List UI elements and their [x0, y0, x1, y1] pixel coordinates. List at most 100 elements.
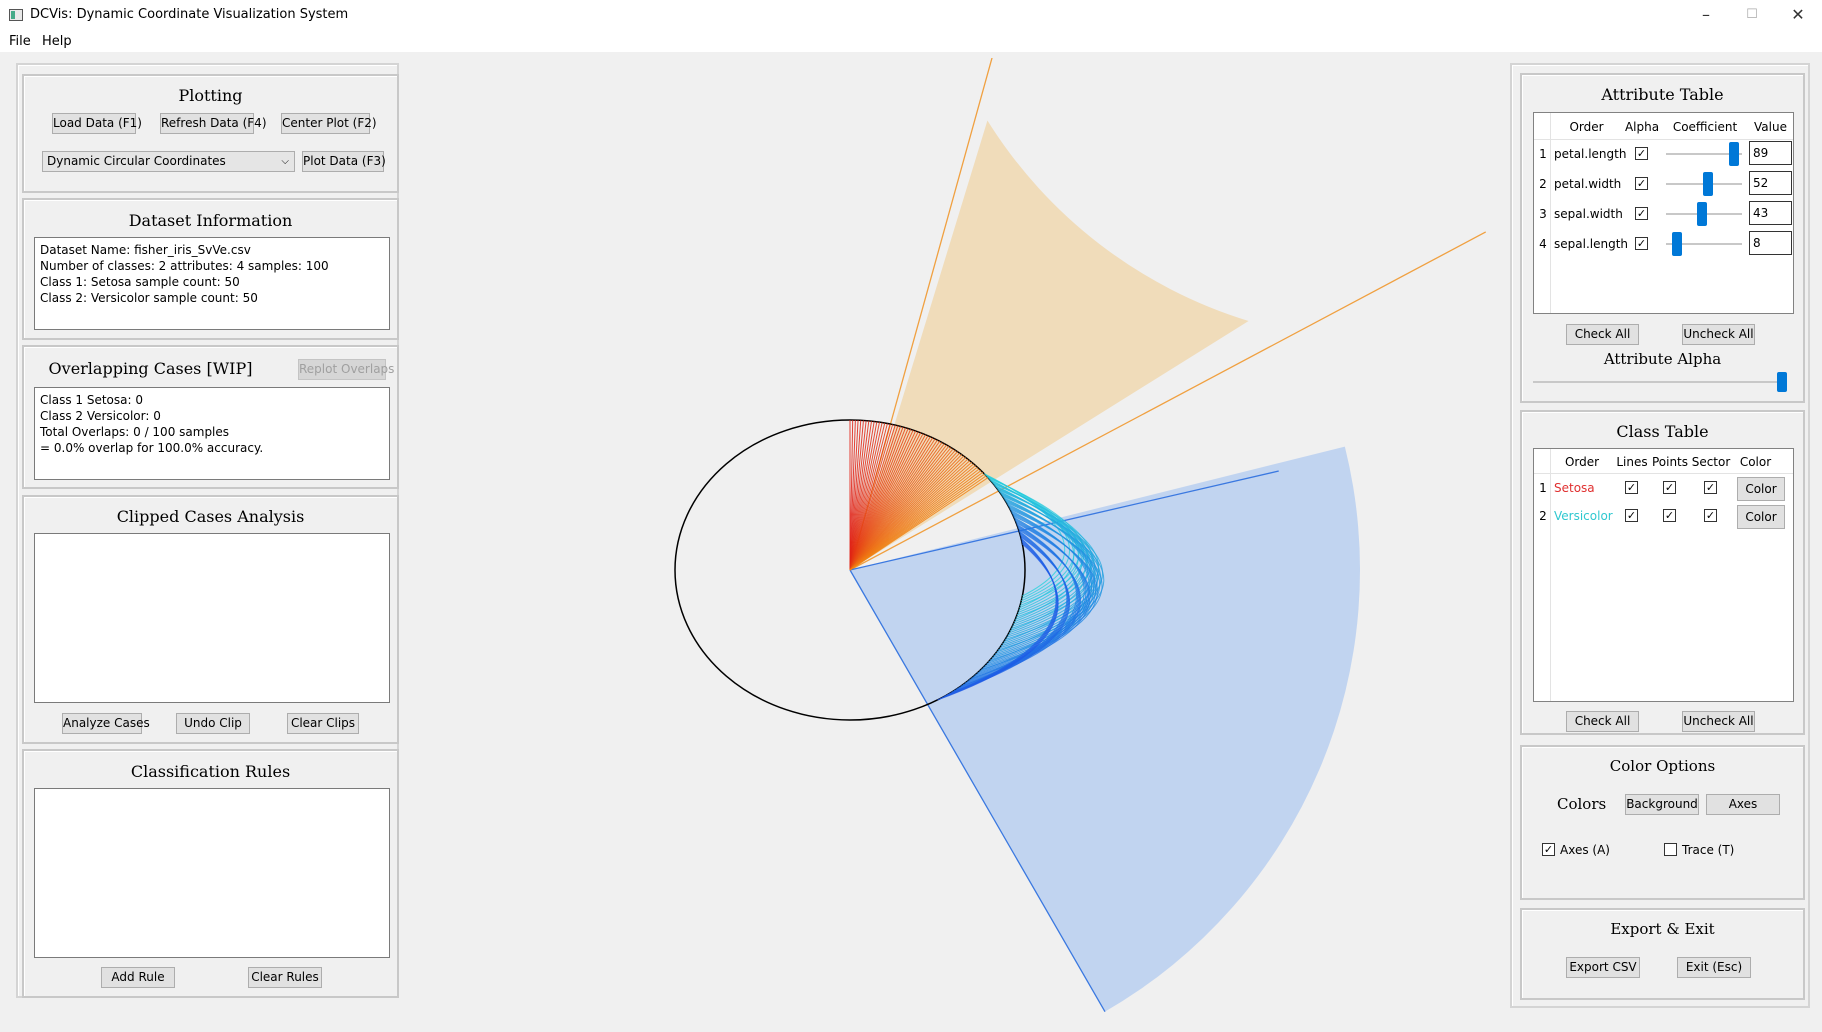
plotting-panel: Plotting Load Data (F1) Refresh Data (F4… — [22, 74, 399, 193]
minimize-button[interactable]: – — [1702, 5, 1710, 24]
class-lines-checkbox[interactable]: ✓ — [1625, 481, 1638, 494]
clipped-panel: Clipped Cases Analysis Analyze Cases Und… — [22, 495, 399, 744]
header-points: Points — [1651, 455, 1689, 469]
attribute-alpha-slider[interactable] — [1777, 372, 1787, 392]
plot-canvas[interactable] — [415, 58, 1505, 1028]
overlap-panel: Overlapping Cases [WIP] Replot Overlaps … — [22, 345, 399, 489]
overlap-line: Class 2 Versicolor: 0 — [40, 409, 161, 423]
attr-coefficient-slider[interactable] — [1729, 142, 1739, 166]
row-header-divider — [1550, 449, 1551, 701]
attr-alpha-checkbox[interactable]: ✓ — [1635, 237, 1648, 250]
attr-value-field[interactable]: 43 — [1749, 201, 1792, 225]
attr-uncheck-all-button[interactable]: Uncheck All — [1682, 324, 1755, 345]
app-icon — [9, 9, 23, 21]
chevron-down-icon: ⌵ — [281, 156, 289, 167]
close-button[interactable]: ✕ — [1791, 5, 1805, 24]
overlap-line: = 0.0% overlap for 100.0% accuracy. — [40, 441, 264, 455]
class-row-name[interactable]: Setosa — [1554, 481, 1595, 495]
class-points-checkbox[interactable]: ✓ — [1663, 509, 1676, 522]
trace-checkbox-label: Trace (T) — [1682, 843, 1735, 857]
clipped-list[interactable] — [34, 533, 390, 703]
header-divider — [1534, 473, 1793, 474]
class-row-index: 2 — [1539, 509, 1547, 523]
attribute-alpha-track — [1533, 381, 1787, 383]
axes-checkbox[interactable]: ✓ — [1542, 843, 1555, 856]
attribute-alpha-label: Attribute Alpha — [1603, 350, 1722, 368]
axes-checkbox-label: Axes (A) — [1560, 843, 1610, 857]
attr-value-field[interactable]: 52 — [1749, 171, 1792, 195]
refresh-data-button[interactable]: Refresh Data (F4) — [160, 113, 267, 134]
attribute-table: Order Alpha Coefficient Value 1 petal.le… — [1533, 112, 1794, 314]
colors-label: Colors — [1557, 795, 1607, 813]
axes-color-button[interactable]: Axes — [1706, 794, 1780, 815]
attr-row-name[interactable]: sepal.length — [1554, 237, 1629, 251]
class-color-button[interactable]: Color — [1737, 477, 1785, 501]
clipped-title: Clipped Cases Analysis — [116, 507, 305, 526]
plotting-title: Plotting — [178, 86, 243, 105]
attr-value-field[interactable]: 89 — [1749, 141, 1792, 165]
setosa-line — [849, 477, 989, 571]
plot-data-button[interactable]: Plot Data (F3) — [302, 151, 386, 172]
exit-button[interactable]: Exit (Esc) — [1677, 957, 1751, 978]
attr-row-name[interactable]: sepal.width — [1554, 207, 1623, 221]
attr-alpha-checkbox[interactable]: ✓ — [1635, 147, 1648, 160]
header-value: Value — [1754, 120, 1787, 134]
class-uncheck-all-button[interactable]: Uncheck All — [1682, 711, 1755, 732]
row-header-divider — [1550, 113, 1551, 313]
load-data-button[interactable]: Load Data (F1) — [52, 113, 142, 134]
versicolor-line — [997, 489, 1099, 629]
attr-coefficient-slider[interactable] — [1697, 202, 1707, 226]
dataset-line: Class 1: Setosa sample count: 50 — [40, 275, 240, 289]
class-sector-checkbox[interactable]: ✓ — [1704, 509, 1717, 522]
export-title: Export & Exit — [1610, 920, 1715, 938]
menu-file[interactable]: File — [9, 34, 31, 49]
add-rule-button[interactable]: Add Rule — [101, 967, 175, 988]
dataset-info-box: Dataset Name: fisher_iris_SvVe.csv Numbe… — [34, 237, 390, 330]
header-order: Order — [1569, 120, 1604, 134]
class-sector-checkbox[interactable]: ✓ — [1704, 481, 1717, 494]
attribute-table-title: Attribute Table — [1601, 85, 1724, 104]
plot-type-select[interactable]: Dynamic Circular Coordinates ⌵ — [42, 151, 295, 172]
attr-alpha-checkbox[interactable]: ✓ — [1635, 177, 1648, 190]
analyze-cases-button[interactable]: Analyze Cases — [62, 713, 150, 734]
attr-value-field[interactable]: 8 — [1749, 231, 1792, 255]
plot-type-value: Dynamic Circular Coordinates — [47, 154, 226, 168]
versicolor-axis-line — [849, 569, 1106, 1012]
class-check-all-button[interactable]: Check All — [1566, 711, 1639, 732]
maximize-button[interactable]: ☐ — [1746, 7, 1758, 22]
class-row-index: 1 — [1539, 481, 1547, 495]
dataset-line: Class 2: Versicolor sample count: 50 — [40, 291, 258, 305]
versicolor-line — [937, 543, 1059, 701]
color-options-panel: Color Options Colors Background Axes ✓ A… — [1520, 745, 1805, 900]
class-points-checkbox[interactable]: ✓ — [1663, 481, 1676, 494]
class-lines-checkbox[interactable]: ✓ — [1625, 509, 1638, 522]
attr-coefficient-slider[interactable] — [1703, 172, 1713, 196]
rules-panel: Classification Rules Add Rule Clear Rule… — [22, 749, 399, 998]
attr-coefficient-slider[interactable] — [1672, 232, 1682, 256]
attr-alpha-checkbox[interactable]: ✓ — [1635, 207, 1648, 220]
attr-row-name[interactable]: petal.width — [1554, 177, 1622, 191]
color-options-title: Color Options — [1609, 757, 1716, 775]
menu-bar: File Help — [0, 30, 1822, 52]
header-sector: Sector — [1691, 455, 1731, 469]
background-color-button[interactable]: Background — [1625, 794, 1699, 815]
trace-checkbox[interactable] — [1664, 843, 1677, 856]
clear-rules-button[interactable]: Clear Rules — [248, 967, 322, 988]
class-row-name[interactable]: Versicolor — [1554, 509, 1613, 523]
attr-row-name[interactable]: petal.length — [1554, 147, 1627, 161]
attr-check-all-button[interactable]: Check All — [1566, 324, 1639, 345]
rules-list[interactable] — [34, 788, 390, 958]
replot-overlaps-button[interactable]: Replot Overlaps — [298, 359, 394, 380]
clear-clips-button[interactable]: Clear Clips — [287, 713, 359, 734]
class-color-button[interactable]: Color — [1737, 505, 1785, 529]
plot-svg — [674, 58, 1487, 1012]
attribute-table-panel: Attribute Table Order Alpha Coefficient … — [1520, 73, 1805, 403]
export-panel: Export & Exit Export CSV Exit (Esc) — [1520, 908, 1805, 1000]
menu-help[interactable]: Help — [42, 34, 72, 49]
setosa-sector — [850, 120, 1249, 570]
undo-clip-button[interactable]: Undo Clip — [176, 713, 250, 734]
center-plot-button[interactable]: Center Plot (F2) — [281, 113, 377, 134]
header-color: Color — [1739, 455, 1772, 469]
dataset-panel: Dataset Information Dataset Name: fisher… — [22, 198, 399, 340]
export-csv-button[interactable]: Export CSV — [1566, 957, 1640, 978]
